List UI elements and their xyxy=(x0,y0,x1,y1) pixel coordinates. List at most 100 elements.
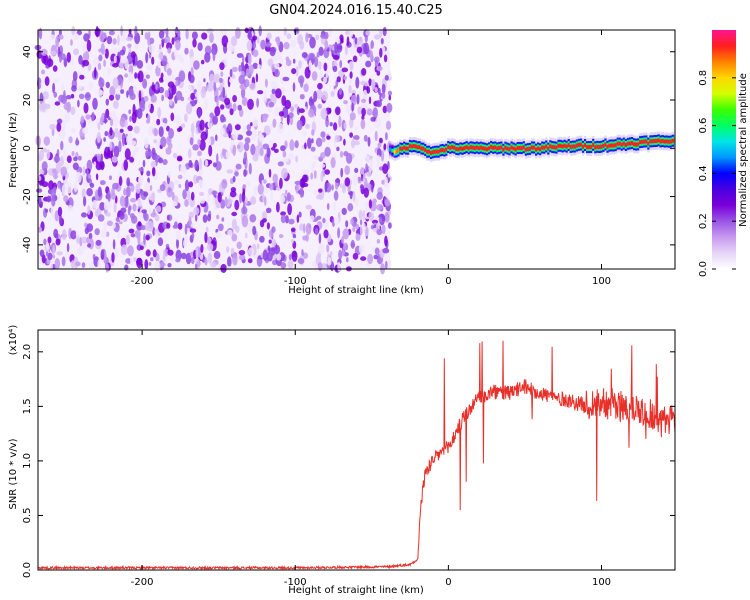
noise-speckle xyxy=(72,71,78,82)
noise-speckle xyxy=(349,112,356,121)
noise-speckle xyxy=(165,243,170,248)
noise-speckle xyxy=(304,66,311,79)
ridge-band-core xyxy=(579,142,583,147)
ridge-band-core xyxy=(424,147,427,152)
noise-speckle xyxy=(85,114,91,120)
noise-speckle xyxy=(349,190,353,200)
noise-speckle xyxy=(140,225,147,231)
noise-speckle xyxy=(257,183,264,195)
noise-speckle xyxy=(127,206,131,216)
noise-speckle xyxy=(241,215,249,228)
noise-speckle xyxy=(217,192,222,203)
noise-speckle xyxy=(126,90,129,98)
ridge-band-core xyxy=(518,145,522,150)
ridge-band-core xyxy=(663,139,666,144)
noise-speckle xyxy=(250,196,257,205)
noise-speckle xyxy=(206,28,214,34)
noise-speckle xyxy=(291,250,298,262)
noise-speckle xyxy=(339,89,342,96)
noise-speckle xyxy=(103,59,106,67)
noise-speckle xyxy=(346,257,349,263)
ridge-band-core xyxy=(647,141,650,146)
colorbar-ticks: 0.0 0.2 0.4 0.6 0.8 xyxy=(698,70,736,277)
noise-speckle xyxy=(197,80,203,92)
noise-speckle xyxy=(56,118,63,124)
noise-speckle xyxy=(172,201,177,207)
ridge-band-core xyxy=(645,139,648,144)
noise-speckle xyxy=(271,54,278,63)
noise-speckle xyxy=(195,213,198,222)
ridge-band-core xyxy=(553,145,556,150)
heatmap-x-tick-label: -100 xyxy=(284,276,307,287)
snr-panel: -200 -100 0 100 0.0 0.5 1.0 1.5 2.0 Height of s… xyxy=(8,325,676,596)
noise-speckle xyxy=(86,168,89,177)
noise-speckle xyxy=(197,108,201,119)
noise-speckle xyxy=(272,118,277,128)
noise-speckle xyxy=(241,87,246,99)
heatmap-frame xyxy=(37,29,676,270)
noise-speckle xyxy=(284,99,292,110)
ridge-band-core xyxy=(565,144,568,149)
noise-speckle xyxy=(340,167,344,178)
noise-speckle xyxy=(349,132,353,138)
noise-speckle xyxy=(265,42,272,48)
noise-speckle xyxy=(333,88,338,94)
noise-speckle xyxy=(65,182,73,194)
noise-speckle xyxy=(271,88,276,95)
noise-speckle xyxy=(120,89,125,94)
noise-speckle xyxy=(164,35,171,45)
noise-speckle xyxy=(347,203,354,212)
ridge-band-core xyxy=(516,145,519,150)
noise-speckle xyxy=(334,217,340,226)
noise-speckle xyxy=(329,122,333,127)
noise-speckle xyxy=(204,247,207,253)
noise-speckle xyxy=(282,106,289,119)
heatmap-cells xyxy=(34,25,675,275)
noise-speckle xyxy=(110,118,114,127)
noise-speckle xyxy=(226,126,230,134)
noise-speckle xyxy=(82,165,86,176)
noise-speckle xyxy=(236,53,244,58)
noise-speckle xyxy=(351,102,354,112)
noise-speckle xyxy=(220,199,226,209)
noise-speckle xyxy=(200,86,206,99)
noise-speckle xyxy=(255,73,259,83)
ridge-band-core xyxy=(393,149,396,154)
noise-speckle xyxy=(155,65,161,77)
snr-x-ticks: -200 -100 0 100 xyxy=(131,330,611,588)
noise-speckle xyxy=(277,161,284,167)
noise-speckle xyxy=(382,26,387,37)
noise-speckle xyxy=(53,155,61,163)
noise-speckle xyxy=(243,151,248,163)
noise-speckle xyxy=(246,130,252,136)
noise-speckle xyxy=(88,81,94,90)
noise-speckle xyxy=(354,126,358,131)
noise-speckle xyxy=(208,144,213,157)
noise-speckle xyxy=(142,159,146,168)
noise-speckle xyxy=(305,204,312,210)
noise-speckle xyxy=(97,89,104,96)
noise-speckle xyxy=(384,212,390,221)
noise-speckle xyxy=(388,94,392,101)
noise-speckle xyxy=(313,190,318,196)
ridge-band-core xyxy=(457,147,460,152)
ridge-band-core xyxy=(475,145,479,150)
noise-speckle xyxy=(249,82,256,91)
noise-speckle xyxy=(151,192,155,203)
noise-speckle xyxy=(376,154,381,164)
noise-speckle xyxy=(77,246,84,256)
noise-speckle xyxy=(168,99,173,106)
noise-speckle xyxy=(219,83,223,92)
noise-speckle xyxy=(274,62,280,70)
noise-speckle xyxy=(316,215,322,220)
ridge-band-core xyxy=(575,143,579,148)
noise-speckle xyxy=(327,257,332,262)
noise-speckle xyxy=(184,223,188,235)
noise-speckle xyxy=(99,202,106,211)
noise-speckle xyxy=(317,103,323,109)
noise-speckle xyxy=(251,128,257,141)
noise-speckle xyxy=(224,57,228,66)
noise-speckle xyxy=(81,262,86,268)
noise-speckle xyxy=(132,203,137,212)
noise-speckle xyxy=(138,175,144,184)
